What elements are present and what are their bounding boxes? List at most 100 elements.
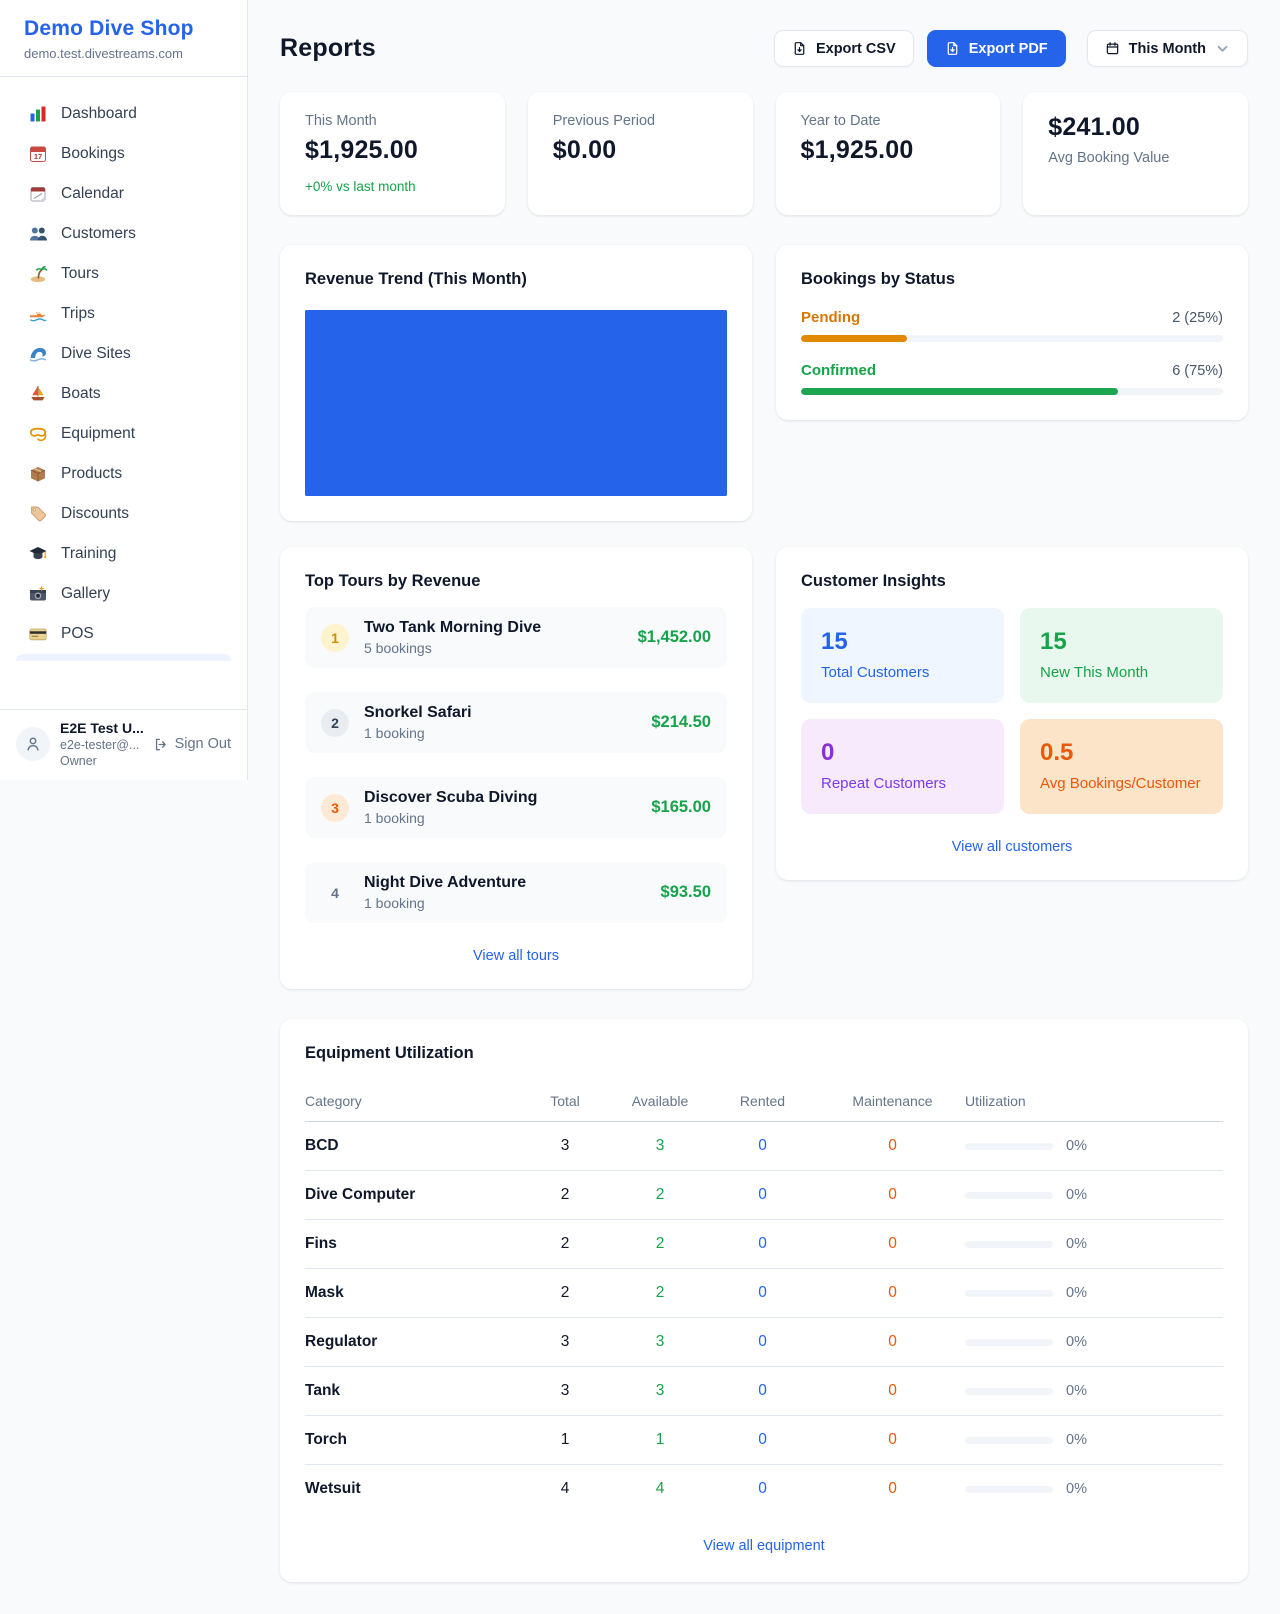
insight-label: Total Customers — [821, 664, 930, 681]
cell-rented: 0 — [758, 1382, 767, 1399]
cell-total: 2 — [560, 1284, 570, 1301]
progress-fill — [801, 388, 1118, 395]
cell-rented: 0 — [758, 1333, 767, 1350]
cell-maintenance: 0 — [888, 1333, 897, 1350]
stat-card-this-month: This Month $1,925.00 +0% vs last month — [280, 92, 505, 215]
sidebar-item-pos[interactable]: POS — [16, 614, 231, 654]
view-all-tours-link[interactable]: View all tours — [473, 948, 559, 964]
utilization-label: 0% — [1066, 1285, 1087, 1301]
cell-rented: 0 — [758, 1431, 767, 1448]
insight-tile-repeat-customers: 0 Repeat Customers — [801, 719, 1004, 814]
tour-revenue: $93.50 — [660, 883, 711, 901]
sidebar-item-dashboard[interactable]: Dashboard — [16, 94, 231, 134]
cell-total: 3 — [560, 1333, 570, 1350]
table-row: Mask 2 2 0 0 0% — [305, 1269, 1223, 1318]
cell-available: 3 — [655, 1382, 665, 1399]
sidebar-user-footer: E2E Test U... e2e-tester@... Owner Sign … — [0, 709, 247, 780]
view-all-equipment-link[interactable]: View all equipment — [703, 1538, 825, 1554]
insight-grid: 15 Total Customers 15 New This Month 0 R… — [801, 608, 1223, 814]
cell-maintenance: 0 — [888, 1186, 897, 1203]
revenue-trend-title: Revenue Trend (This Month) — [305, 270, 527, 288]
tour-bookings: 5 bookings — [364, 640, 432, 656]
sidebar-item-equipment[interactable]: Equipment — [16, 414, 231, 454]
cell-maintenance: 0 — [888, 1431, 897, 1448]
insight-label: Repeat Customers — [821, 775, 947, 792]
col-header-category: Category — [305, 1093, 362, 1109]
sidebar-item-customers[interactable]: Customers — [16, 214, 231, 254]
sidebar-item-training[interactable]: Training — [16, 534, 231, 574]
utilization-label: 0% — [1066, 1187, 1087, 1203]
table-row: BCD 3 3 0 0 0% — [305, 1122, 1223, 1171]
tour-name: Discover Scuba Diving — [364, 789, 538, 806]
tour-list-item: 1 Two Tank Morning Dive 5 bookings $1,45… — [305, 607, 727, 668]
export-pdf-button[interactable]: Export PDF — [926, 30, 1066, 67]
tour-list-item: 2 Snorkel Safari 1 booking $214.50 — [305, 692, 727, 753]
sailboat-icon — [28, 384, 48, 404]
page-title: Reports — [280, 34, 376, 62]
rank-badge: 4 — [331, 884, 339, 901]
col-header-rented: Rented — [739, 1093, 786, 1109]
stat-card-avg-booking-value: $241.00 Avg Booking Value — [1023, 92, 1248, 215]
diving-mask-icon — [28, 424, 48, 444]
sidebar-item-trips[interactable]: Trips — [16, 294, 231, 334]
file-download-icon — [794, 42, 805, 55]
cell-total: 3 — [560, 1382, 570, 1399]
stat-label: This Month — [305, 113, 377, 129]
tour-list-item: 3 Discover Scuba Diving 1 booking $165.0… — [305, 777, 727, 838]
sidebar-item-reports-active-partial[interactable] — [16, 654, 231, 661]
revenue-trend-card: Revenue Trend (This Month) — [280, 245, 752, 521]
cell-available: 3 — [655, 1137, 665, 1154]
wave-icon — [28, 344, 48, 364]
cell-total: 2 — [560, 1186, 570, 1203]
equipment-utilization-card: Equipment Utilization Category Total Ava… — [280, 1019, 1248, 1582]
insight-value: 15 — [821, 628, 848, 655]
sidebar-item-boats[interactable]: Boats — [16, 374, 231, 414]
graduation-cap-icon — [28, 544, 48, 564]
utilization-label: 0% — [1066, 1383, 1087, 1399]
col-header-maintenance: Maintenance — [852, 1093, 933, 1109]
cell-category: Regulator — [305, 1333, 378, 1350]
cell-rented: 0 — [758, 1186, 767, 1203]
bar-chart-icon — [28, 104, 48, 124]
sidebar-item-label: Boats — [61, 385, 101, 402]
cell-category: Mask — [305, 1284, 344, 1301]
utilization-bar — [965, 1485, 1053, 1493]
chevron-down-icon — [1217, 45, 1228, 52]
sidebar-item-products[interactable]: Products — [16, 454, 231, 494]
sidebar-item-bookings[interactable]: 17 Bookings — [16, 134, 231, 174]
cell-utilization: 0% — [965, 1138, 1223, 1154]
sidebar-item-calendar[interactable]: Calendar — [16, 174, 231, 214]
utilization-bar — [965, 1240, 1053, 1248]
tour-revenue: $1,452.00 — [637, 628, 711, 646]
export-csv-button[interactable]: Export CSV — [773, 30, 914, 67]
stat-value: $1,925.00 — [800, 136, 914, 164]
sidebar-item-dive-sites[interactable]: Dive Sites — [16, 334, 231, 374]
tag-icon — [28, 504, 48, 524]
utilization-bar — [965, 1387, 1053, 1395]
sidebar-item-tours[interactable]: Tours — [16, 254, 231, 294]
sign-out-button[interactable]: Sign Out — [153, 736, 231, 752]
sidebar-item-discounts[interactable]: Discounts — [16, 494, 231, 534]
utilization-label: 0% — [1066, 1236, 1087, 1252]
period-dropdown[interactable]: This Month — [1086, 30, 1248, 67]
stat-value: $241.00 — [1048, 113, 1141, 141]
insight-tile-avg-bookings: 0.5 Avg Bookings/Customer — [1020, 719, 1223, 814]
view-all-customers-link[interactable]: View all customers — [951, 839, 1073, 855]
cell-maintenance: 0 — [888, 1382, 897, 1399]
sidebar-item-label: Dashboard — [61, 105, 137, 122]
user-role: Owner — [60, 754, 97, 768]
sidebar-item-label: Equipment — [61, 425, 136, 442]
cell-utilization: 0% — [965, 1285, 1223, 1301]
revenue-bar — [305, 310, 727, 496]
utilization-label: 0% — [1066, 1432, 1087, 1448]
sidebar-nav: Dashboard 17 Bookings Calendar Customers… — [0, 77, 247, 709]
progress-track — [801, 335, 1223, 342]
utilization-bar — [965, 1338, 1053, 1346]
shop-header: Demo Dive Shop demo.test.divestreams.com — [0, 0, 247, 77]
cell-category: Dive Computer — [305, 1186, 416, 1203]
cell-maintenance: 0 — [888, 1137, 897, 1154]
sidebar-item-gallery[interactable]: Gallery — [16, 574, 231, 614]
cell-available: 3 — [655, 1333, 665, 1350]
stat-card-year-to-date: Year to Date $1,925.00 — [775, 92, 1001, 215]
cell-available: 2 — [655, 1186, 665, 1203]
